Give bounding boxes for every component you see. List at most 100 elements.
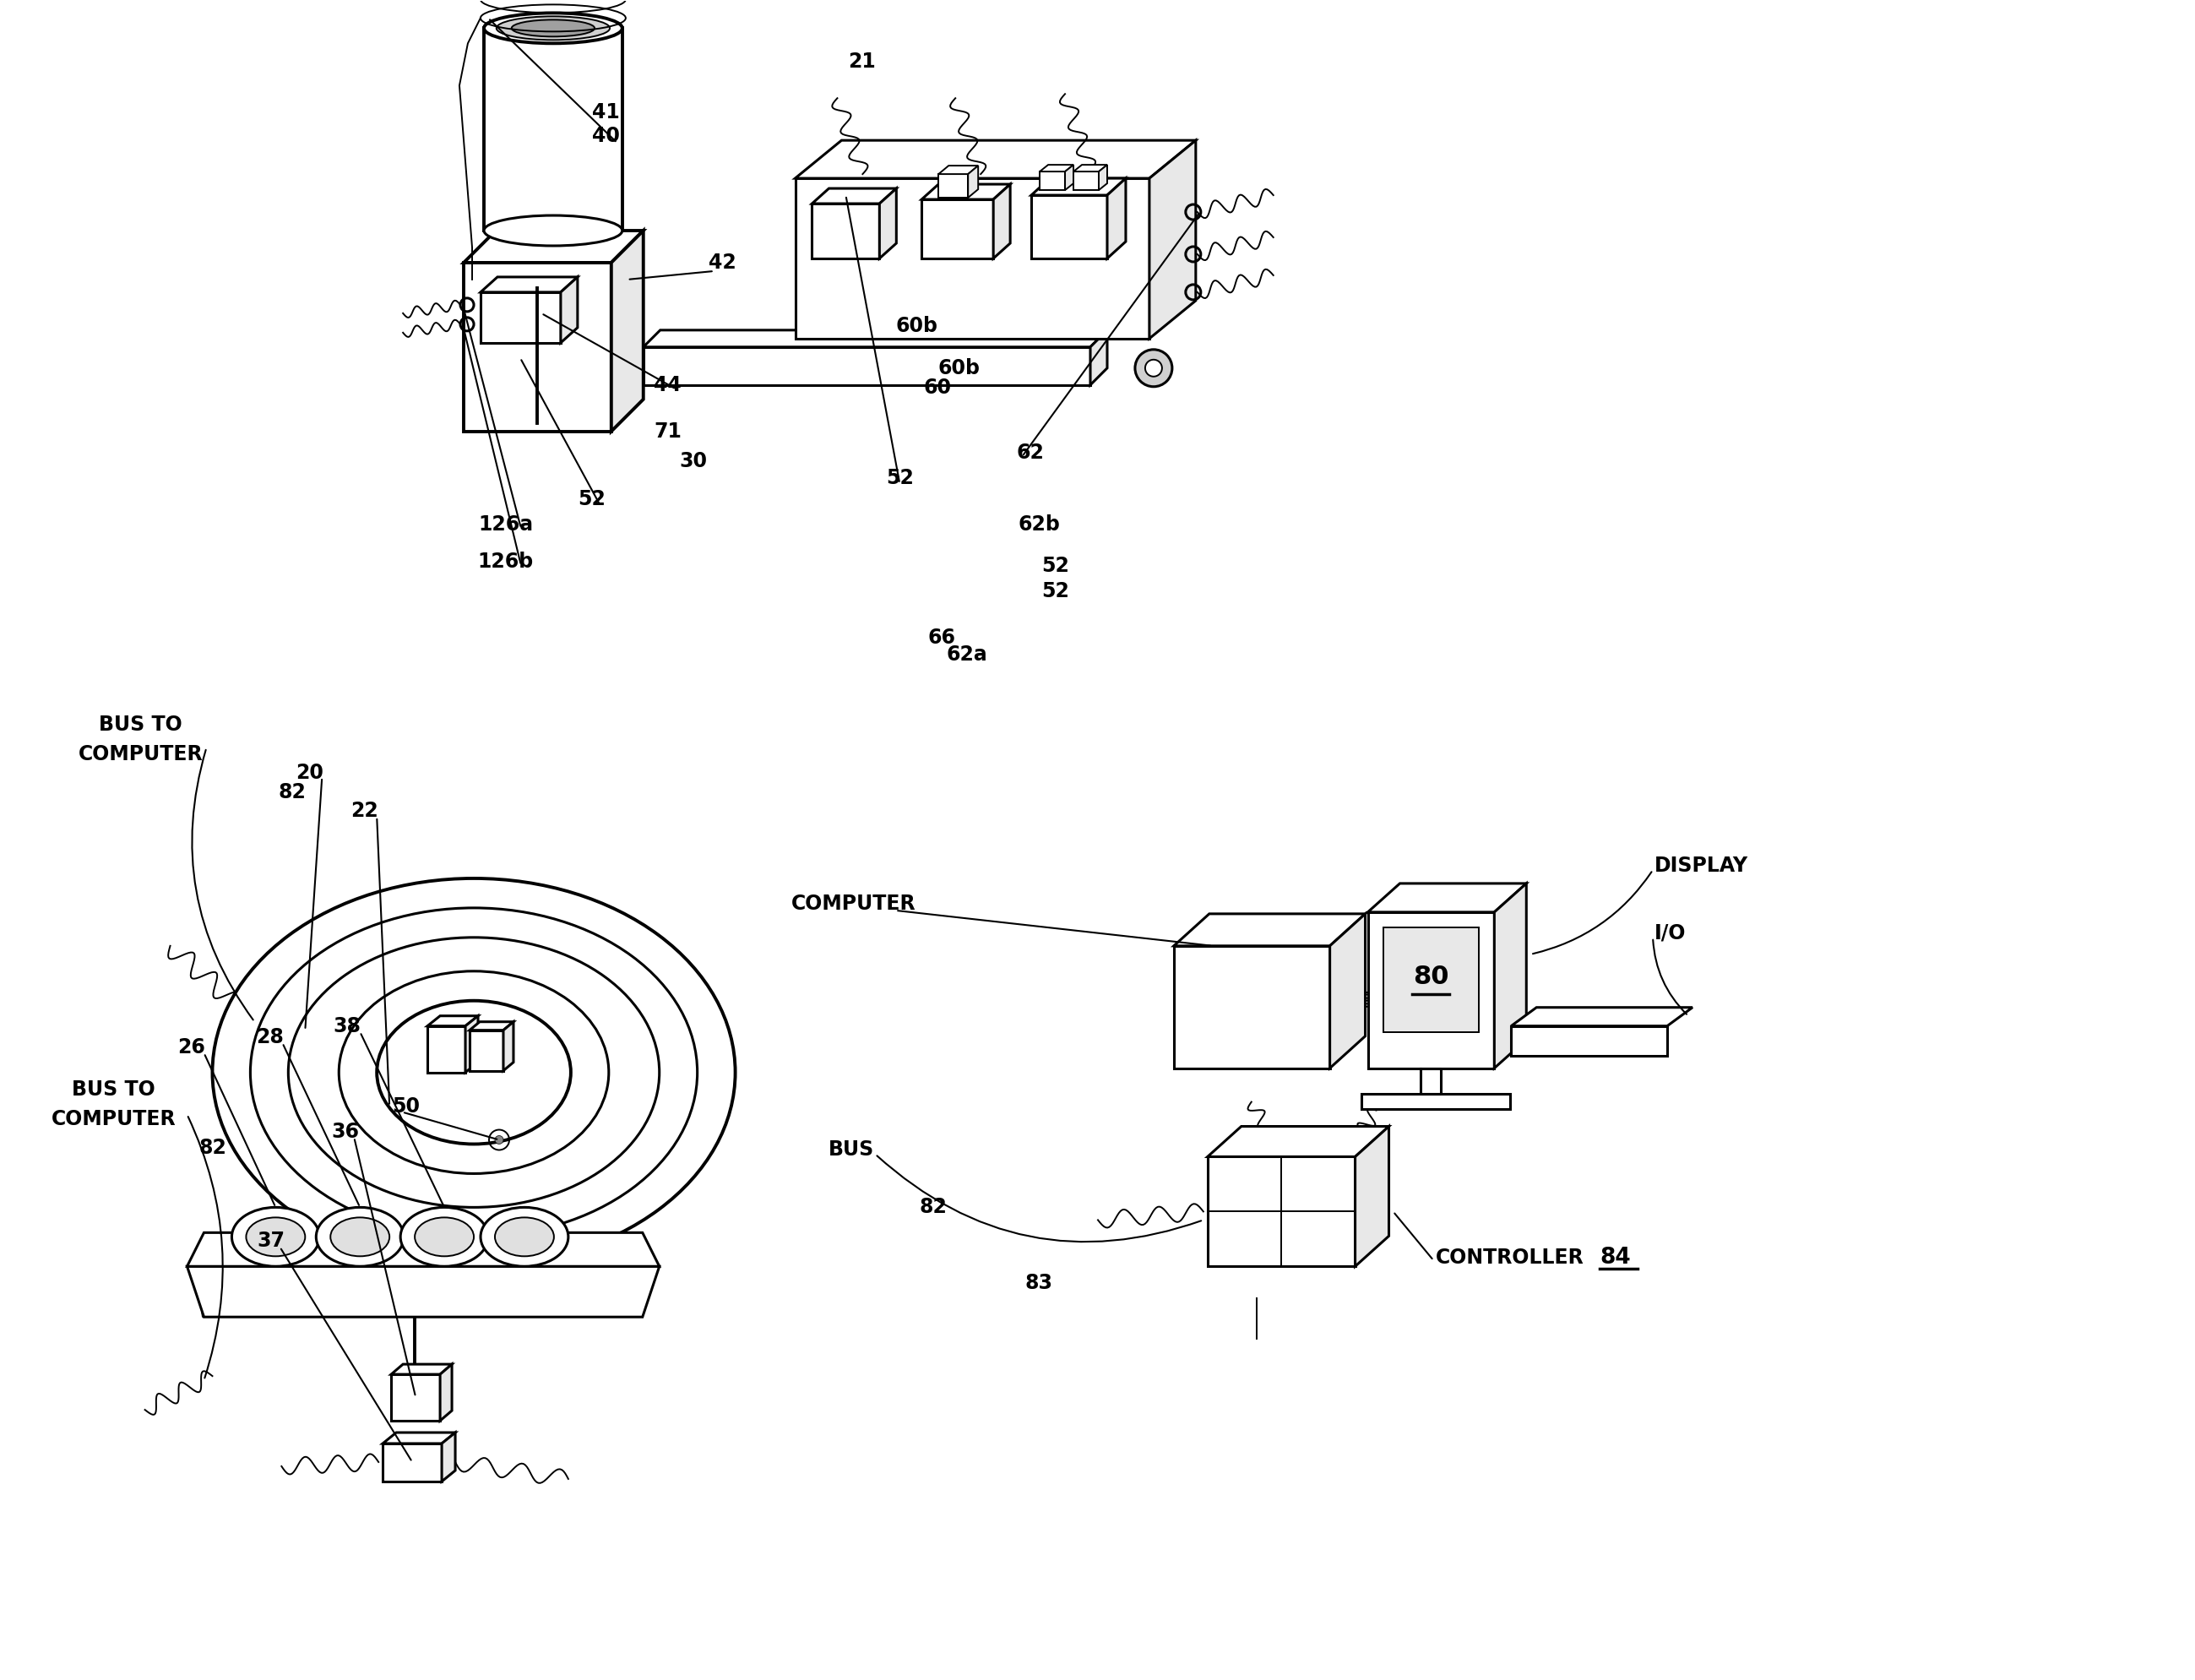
Polygon shape bbox=[441, 1433, 454, 1482]
Polygon shape bbox=[1354, 1126, 1389, 1267]
Ellipse shape bbox=[246, 1218, 305, 1257]
Ellipse shape bbox=[511, 20, 595, 37]
Text: 82: 82 bbox=[279, 783, 307, 803]
Polygon shape bbox=[994, 185, 1010, 259]
Polygon shape bbox=[1100, 165, 1106, 190]
Text: 62: 62 bbox=[1016, 442, 1045, 462]
Text: 36: 36 bbox=[331, 1121, 360, 1141]
Polygon shape bbox=[1510, 1026, 1668, 1055]
Polygon shape bbox=[1073, 171, 1100, 190]
Text: 44: 44 bbox=[654, 375, 683, 395]
Polygon shape bbox=[470, 1030, 503, 1070]
Text: 22: 22 bbox=[351, 801, 378, 822]
Text: 80: 80 bbox=[1414, 964, 1449, 990]
Polygon shape bbox=[391, 1374, 439, 1421]
Text: COMPUTER: COMPUTER bbox=[50, 1109, 176, 1129]
Polygon shape bbox=[1032, 195, 1106, 259]
Text: 41: 41 bbox=[593, 102, 619, 123]
Polygon shape bbox=[428, 1026, 465, 1072]
Polygon shape bbox=[1106, 178, 1126, 259]
Text: 82: 82 bbox=[920, 1198, 948, 1218]
Polygon shape bbox=[1330, 914, 1365, 1068]
Text: 62b: 62b bbox=[1018, 514, 1060, 534]
Ellipse shape bbox=[213, 879, 735, 1267]
Ellipse shape bbox=[288, 937, 658, 1208]
Polygon shape bbox=[1065, 165, 1073, 190]
Polygon shape bbox=[382, 1433, 454, 1443]
Polygon shape bbox=[481, 292, 560, 343]
Ellipse shape bbox=[415, 1218, 474, 1257]
Ellipse shape bbox=[233, 1208, 320, 1267]
Text: 30: 30 bbox=[678, 450, 707, 470]
Ellipse shape bbox=[250, 907, 698, 1236]
Text: 71: 71 bbox=[654, 422, 683, 442]
Text: I/O: I/O bbox=[1655, 922, 1686, 944]
Polygon shape bbox=[812, 203, 880, 259]
Polygon shape bbox=[1174, 914, 1365, 946]
Polygon shape bbox=[503, 1021, 514, 1070]
Polygon shape bbox=[643, 348, 1091, 385]
Text: 37: 37 bbox=[257, 1231, 285, 1252]
Ellipse shape bbox=[483, 13, 621, 44]
Polygon shape bbox=[1040, 165, 1073, 171]
Bar bbox=[1383, 927, 1479, 1032]
Polygon shape bbox=[812, 188, 896, 203]
Text: 60b: 60b bbox=[937, 358, 979, 378]
Ellipse shape bbox=[338, 971, 608, 1174]
Polygon shape bbox=[1073, 165, 1106, 171]
Text: 62a: 62a bbox=[946, 645, 988, 665]
Text: 42: 42 bbox=[709, 252, 738, 272]
Text: 38: 38 bbox=[334, 1016, 362, 1037]
Polygon shape bbox=[939, 166, 979, 175]
Ellipse shape bbox=[481, 1208, 569, 1267]
Text: 20: 20 bbox=[296, 763, 323, 783]
Text: 52: 52 bbox=[577, 489, 606, 509]
Polygon shape bbox=[560, 277, 577, 343]
Polygon shape bbox=[610, 230, 643, 432]
Polygon shape bbox=[795, 178, 1150, 339]
Polygon shape bbox=[382, 1443, 441, 1482]
Polygon shape bbox=[391, 1364, 452, 1374]
Polygon shape bbox=[643, 331, 1106, 348]
Polygon shape bbox=[1361, 1094, 1510, 1109]
Ellipse shape bbox=[316, 1208, 404, 1267]
Polygon shape bbox=[470, 1021, 514, 1030]
Polygon shape bbox=[1207, 1126, 1389, 1158]
Text: DISPLAY: DISPLAY bbox=[1655, 855, 1749, 875]
Text: CONTROLLER: CONTROLLER bbox=[1436, 1248, 1585, 1268]
Text: BUS: BUS bbox=[828, 1139, 874, 1161]
Text: 50: 50 bbox=[393, 1095, 419, 1116]
Polygon shape bbox=[1040, 171, 1065, 190]
Polygon shape bbox=[968, 166, 979, 198]
Ellipse shape bbox=[1135, 349, 1172, 386]
Polygon shape bbox=[1207, 1158, 1354, 1267]
Text: 26: 26 bbox=[178, 1037, 204, 1057]
Polygon shape bbox=[187, 1233, 658, 1267]
Text: 84: 84 bbox=[1600, 1247, 1631, 1268]
Ellipse shape bbox=[496, 17, 610, 40]
Polygon shape bbox=[439, 1364, 452, 1421]
Polygon shape bbox=[481, 277, 577, 292]
Polygon shape bbox=[1510, 1008, 1692, 1026]
Polygon shape bbox=[1091, 331, 1106, 385]
Polygon shape bbox=[1495, 884, 1526, 1068]
Polygon shape bbox=[922, 200, 994, 259]
Polygon shape bbox=[1367, 884, 1526, 912]
Ellipse shape bbox=[494, 1218, 553, 1257]
Text: COMPUTER: COMPUTER bbox=[790, 894, 915, 914]
Ellipse shape bbox=[378, 1001, 571, 1144]
Polygon shape bbox=[880, 188, 896, 259]
Ellipse shape bbox=[483, 215, 621, 245]
Text: 126a: 126a bbox=[479, 514, 533, 534]
Polygon shape bbox=[1150, 141, 1196, 339]
Polygon shape bbox=[428, 1016, 479, 1026]
Polygon shape bbox=[1032, 178, 1126, 195]
Text: 82: 82 bbox=[198, 1137, 226, 1159]
Text: 60b: 60b bbox=[896, 316, 937, 336]
Text: COMPUTER: COMPUTER bbox=[79, 744, 202, 764]
Text: 52: 52 bbox=[1043, 556, 1069, 576]
Polygon shape bbox=[187, 1267, 658, 1317]
Text: 52: 52 bbox=[887, 467, 913, 487]
Text: 21: 21 bbox=[847, 52, 876, 72]
Polygon shape bbox=[939, 175, 968, 198]
